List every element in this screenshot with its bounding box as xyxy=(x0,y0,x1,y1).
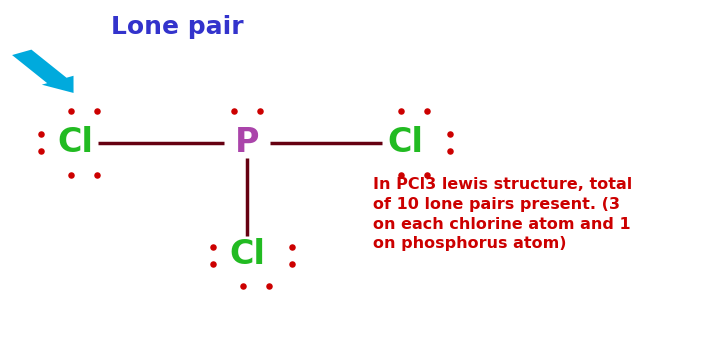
Point xyxy=(286,261,298,266)
Point xyxy=(286,244,298,249)
Point xyxy=(421,108,432,113)
Point xyxy=(229,108,240,113)
Point xyxy=(65,108,77,113)
Text: Cl: Cl xyxy=(229,238,265,272)
Text: P: P xyxy=(235,126,260,159)
Point xyxy=(91,108,103,113)
Point xyxy=(91,172,103,178)
Point xyxy=(444,132,455,137)
Point xyxy=(395,108,407,113)
Point xyxy=(35,132,47,137)
Text: Cl: Cl xyxy=(57,126,93,159)
Text: In PCl3 lewis structure, total
of 10 lone pairs present. (3
on each chlorine ato: In PCl3 lewis structure, total of 10 lon… xyxy=(373,177,632,251)
Point xyxy=(444,149,455,154)
Point xyxy=(65,172,77,178)
Point xyxy=(35,149,47,154)
Point xyxy=(263,283,275,288)
Point xyxy=(255,108,266,113)
Text: Cl: Cl xyxy=(387,126,423,159)
Point xyxy=(421,172,432,178)
Point xyxy=(207,244,219,249)
Point xyxy=(395,172,407,178)
Point xyxy=(207,261,219,266)
Point xyxy=(237,283,249,288)
FancyArrow shape xyxy=(9,48,75,95)
Text: Lone pair: Lone pair xyxy=(111,15,244,39)
